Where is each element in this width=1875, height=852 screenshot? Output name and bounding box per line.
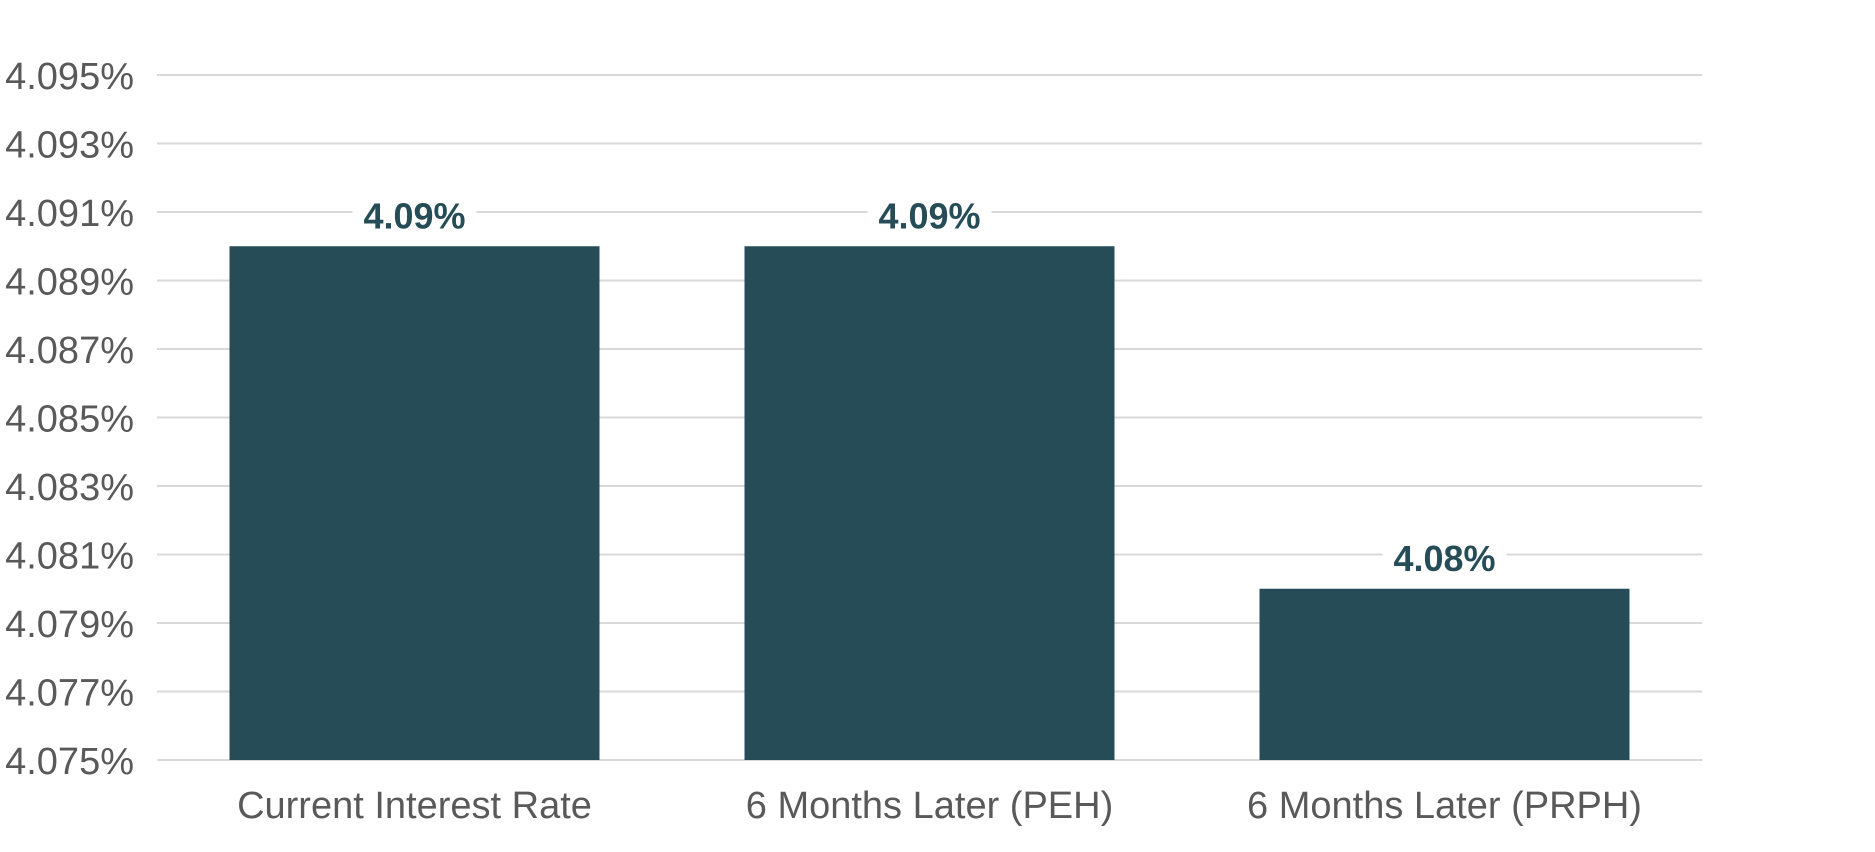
data-label: 4.09% [363,195,465,236]
x-tick-label: 6 Months Later (PEH) [746,785,1113,827]
y-tick-label: 4.093% [5,125,134,167]
bars [229,246,1630,760]
y-tick-label: 4.075% [5,741,134,783]
bar [744,246,1115,760]
x-axis-tick-labels: Current Interest Rate 6 Months Later (PEH… [237,785,1642,827]
y-tick-label: 4.089% [5,262,134,304]
data-label-background [867,192,992,239]
data-label-background [352,192,477,239]
y-axis-tick-labels: 4.075% 4.077% 4.079% 4.081% 4.083% 4.085% 4.08… [5,56,134,783]
x-tick-label: Current Interest Rate [237,785,592,827]
y-tick-label: 4.091% [5,193,134,235]
y-tick-label: 4.095% [5,56,134,98]
y-tick-label: 4.085% [5,399,134,441]
data-label: 4.08% [1393,538,1495,579]
y-tick-label: 4.077% [5,673,134,715]
data-labels: 4.09% 4.09% 4.08% [352,192,1507,581]
bar [229,246,600,760]
data-label-background [1382,534,1507,581]
y-tick-label: 4.087% [5,330,134,372]
y-tick-label: 4.081% [5,536,134,578]
y-tick-label: 4.079% [5,604,134,646]
data-label: 4.09% [878,195,980,236]
y-tick-label: 4.083% [5,467,134,509]
x-tick-label: 6 Months Later (PRPH) [1247,785,1642,827]
bar [1259,588,1630,760]
